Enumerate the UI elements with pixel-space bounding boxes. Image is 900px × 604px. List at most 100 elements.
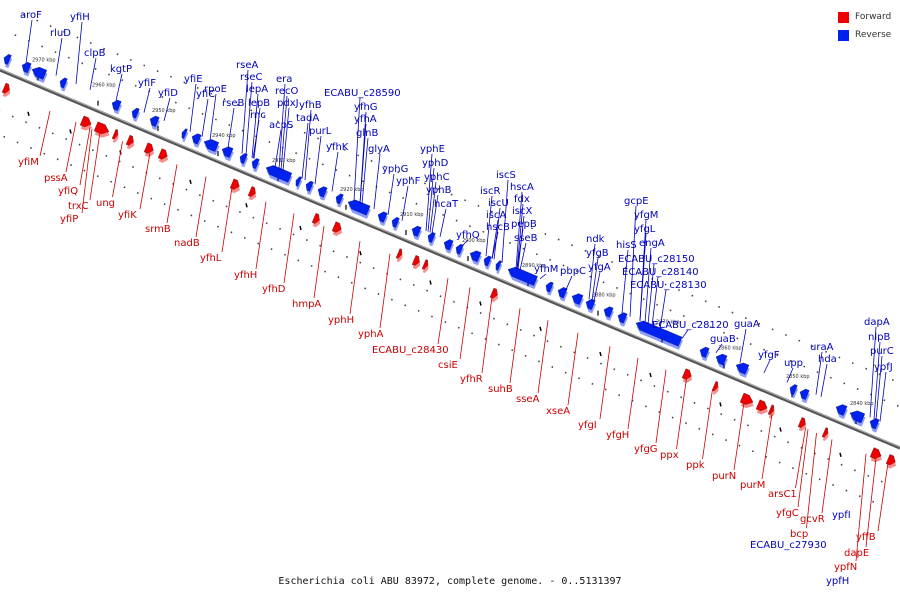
tick-label: 2900 kbp	[462, 238, 486, 244]
gene-arrow	[835, 404, 848, 420]
leader-line	[855, 453, 867, 562]
leader-line	[283, 213, 295, 284]
gene-arrow-shadow	[790, 387, 799, 399]
gene-label: purL	[309, 126, 332, 137]
gene-arrow	[305, 180, 315, 195]
tick-label: 2910 kbp	[400, 212, 424, 218]
gene-label: pepB	[511, 219, 537, 230]
leader-line	[89, 131, 101, 201]
gene-arrow	[635, 320, 683, 350]
gene-label: rseA	[236, 60, 258, 71]
gene-arrow	[869, 418, 880, 433]
gene-arrow	[735, 362, 750, 378]
gene-arrow	[767, 404, 775, 419]
tick-label: 2890 kbp	[522, 263, 546, 269]
gene-label: lepA	[246, 84, 268, 95]
gene-arrow-shadow	[204, 142, 220, 156]
genome-caption: Escherichia coli ABU 83972, complete gen…	[278, 576, 622, 587]
gene-arrow-shadow	[182, 132, 189, 143]
gene-arrow	[347, 199, 371, 219]
gene-arrow-body	[585, 298, 596, 311]
gene-arrow	[395, 248, 403, 263]
gene-arrow-shadow	[192, 137, 202, 148]
gene-label: trxC	[68, 201, 89, 212]
gene-arrow-body	[93, 121, 110, 135]
gene-label: ppk	[686, 460, 705, 471]
gene-arrow	[31, 66, 48, 84]
gene-label: ECABU_c28430	[372, 345, 449, 356]
gene-arrow	[131, 107, 141, 122]
gene-arrow-body	[247, 186, 256, 197]
leader-line	[313, 226, 325, 299]
dotted-guides	[0, 13, 900, 505]
gene-arrow	[617, 312, 628, 327]
gene-arrow-body	[331, 221, 342, 233]
gene-arrow	[869, 447, 882, 463]
gene-arrow-shadow	[836, 407, 848, 420]
gene-label: ypfN	[834, 562, 857, 573]
gene-arrow	[317, 186, 328, 201]
leader-line	[439, 208, 447, 237]
gene-arrow	[789, 384, 799, 399]
gene-arrow-shadow	[412, 229, 422, 241]
leader-line	[821, 439, 833, 514]
gene-label: yphD	[422, 158, 449, 169]
gene-label: pdxJ	[277, 98, 299, 109]
gene-label: hmpA	[292, 299, 321, 310]
gene-arrow-body	[869, 418, 880, 430]
gene-label: upp	[784, 358, 803, 369]
gene-arrow-body	[545, 281, 554, 293]
leader-line	[282, 107, 290, 171]
gene-arrow-body	[131, 107, 140, 119]
gene-arrow-body	[495, 260, 502, 271]
gene-arrow	[469, 250, 482, 266]
tick-label: 2940 kbp	[212, 133, 236, 139]
gene-arrow-shadow	[80, 119, 92, 131]
gene-arrow	[681, 368, 693, 383]
gene-arrow-body	[421, 259, 428, 270]
guide-dots	[22, 13, 900, 384]
gene-arrow-shadow	[4, 57, 13, 69]
gene-arrow	[111, 99, 122, 115]
leader-line	[651, 276, 659, 326]
gene-label: ypfI	[832, 510, 851, 521]
gene-label: engA	[639, 238, 665, 249]
gene-arrow	[3, 54, 13, 69]
gene-label: yfhM	[534, 264, 558, 275]
gene-arrow-body	[617, 312, 628, 324]
gene-arrow-shadow	[870, 451, 882, 463]
marker-dash	[189, 179, 192, 184]
leader-line	[627, 357, 639, 430]
marker-dash	[359, 251, 362, 256]
legend-forward-label: Forward	[855, 12, 892, 22]
gene-label: yfgA	[588, 262, 611, 273]
leader-line	[676, 378, 687, 450]
gene-label: gcpE	[624, 196, 649, 207]
gene-arrow-body	[635, 320, 683, 347]
gene-label: nadB	[174, 238, 200, 249]
gene-label: yfgB	[586, 248, 609, 259]
gene-label: clpB	[84, 48, 106, 59]
leader-line	[865, 457, 877, 548]
gene-arrow	[79, 115, 92, 131]
gene-arrow-body	[869, 447, 882, 459]
gene-arrow	[507, 266, 539, 290]
leader-line	[280, 95, 288, 171]
gene-arrow-shadow	[422, 263, 429, 274]
leader-line	[373, 153, 381, 210]
gene-label: yfhR	[460, 374, 483, 385]
gene-arrow-body	[149, 115, 160, 127]
leader-line	[659, 289, 667, 330]
leader-line	[644, 247, 652, 323]
leader-line	[655, 369, 667, 444]
gene-label: rseB	[222, 98, 244, 109]
leader-line	[81, 128, 93, 214]
gene-arrow	[545, 281, 555, 296]
gene-label: purC	[870, 346, 894, 357]
gene-arrow-body	[735, 362, 750, 375]
gene-label: tadA	[296, 113, 319, 124]
leader-line	[429, 181, 437, 233]
gene-arrow	[571, 293, 584, 309]
gene-label: purN	[712, 471, 736, 482]
